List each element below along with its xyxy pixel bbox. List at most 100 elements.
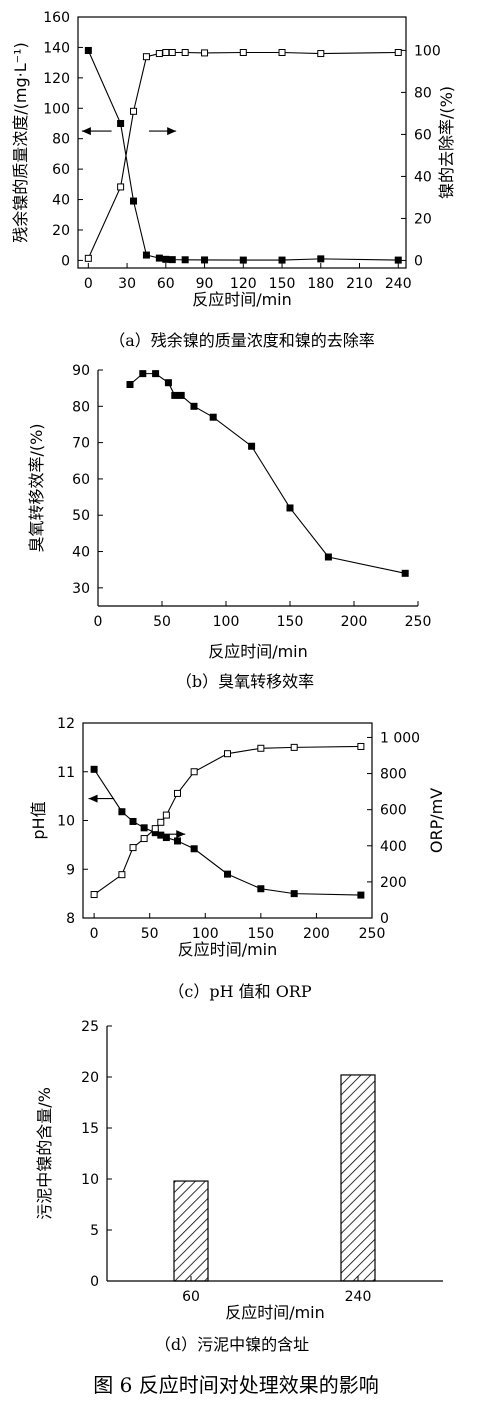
a-series-0-point xyxy=(155,254,163,262)
a-series-0-point xyxy=(117,119,125,127)
a-series-0-point xyxy=(84,46,92,54)
c-x-tick-label: 0 xyxy=(90,926,99,942)
c-series-1-point xyxy=(190,768,198,776)
d-y-tick-label: 25 xyxy=(81,1019,99,1035)
d-y-tick-label: 15 xyxy=(81,1121,99,1137)
b-y-tick-label: 50 xyxy=(72,508,90,524)
c-y2-tick-label: 200 xyxy=(380,875,407,891)
c-series-1-point xyxy=(162,811,170,819)
b-series-0-point xyxy=(401,569,409,577)
a-y2-tick-label: 20 xyxy=(414,211,432,227)
c-y-tick-label: 8 xyxy=(66,911,75,927)
a-series-1-point xyxy=(162,48,170,56)
c-series-0-point xyxy=(162,834,170,842)
c-series-1-point xyxy=(140,835,148,843)
b-y-tick-label: 90 xyxy=(72,363,90,379)
a-y-tick-label: 40 xyxy=(52,193,70,209)
c-series-0-point xyxy=(290,890,298,898)
c-y2-tick-label: 800 xyxy=(380,767,407,783)
c-series-1-point xyxy=(118,871,126,879)
b-x-axis-label: 反应时间/min xyxy=(208,642,308,661)
chart-a: 0 30 60 90 120 150 180 210 240020406080100120140… xyxy=(11,10,456,309)
a-x-tick-label: 60 xyxy=(157,276,175,292)
c-series-0-point xyxy=(224,870,231,878)
a-y2-tick-label: 40 xyxy=(414,169,432,185)
b-series-0-point xyxy=(248,442,256,450)
a-series-1-point xyxy=(317,50,325,58)
c-series-1-point xyxy=(173,789,181,797)
c-series-0-point xyxy=(173,837,181,845)
figure-caption: 图 6 反应时间对处理效果的影响 xyxy=(93,1373,378,1397)
c-series-0-point xyxy=(190,845,198,853)
a-y-tick-label: 20 xyxy=(52,223,70,239)
c-series-0-point xyxy=(129,817,137,825)
c-y2-tick-label: 400 xyxy=(380,839,407,855)
d-x-tick-label: 240 xyxy=(345,1289,372,1305)
c-x-tick-label: 200 xyxy=(303,926,330,942)
a-x-tick-label: 90 xyxy=(196,276,214,292)
a-x-tick-label: 30 xyxy=(118,276,136,292)
b-series-0-point xyxy=(171,391,179,399)
b-series-0-point xyxy=(164,379,172,387)
a-plot-frame xyxy=(77,16,407,269)
a-series-0-point xyxy=(239,256,247,264)
a-series-1-point xyxy=(394,48,402,56)
a-x-tick-label: 0 xyxy=(84,276,93,292)
b-x-tick-label: 50 xyxy=(153,614,171,630)
a-series-1-line xyxy=(87,51,399,259)
a-y2-tick-label: 0 xyxy=(414,253,423,269)
a-series-0-point xyxy=(317,255,325,263)
a-series-1-point xyxy=(168,48,176,56)
c-series-1-point xyxy=(257,744,265,752)
d-bar-240 xyxy=(340,1074,376,1282)
a-series-1-point xyxy=(117,183,125,191)
a-series-0-point xyxy=(181,256,189,264)
a-y-tick-label: 80 xyxy=(52,132,70,148)
a-series-0-point xyxy=(201,256,209,264)
caption-a: （a）残余镍的质量浓度和镍的去除率 xyxy=(109,331,375,350)
c-series-1-point xyxy=(90,891,98,899)
c-series-0-point xyxy=(357,891,365,899)
c-series-1-point xyxy=(290,743,298,751)
d-y-axis-label: 污泥中镍的含量/% xyxy=(35,1087,54,1220)
c-y-tick-label: 10 xyxy=(57,814,75,830)
chart-d: 0 5 10 15 20 25 60 240 反应时间/min 污泥中镍的含量/% xyxy=(35,1019,443,1322)
b-y-axis-label: 臭氧转移效率/(%) xyxy=(27,423,46,552)
b-series-0-point xyxy=(177,391,185,399)
a-x-tick-label: 180 xyxy=(307,276,334,292)
a-y-tick-label: 0 xyxy=(61,253,70,269)
d-x-axis-label: 反应时间/min xyxy=(225,1303,325,1322)
b-y-tick-label: 60 xyxy=(72,472,90,488)
b-x-tick-label: 100 xyxy=(213,614,240,630)
chart-c: 0 50 100 150 200 250 8 9 10 11 12 0 200 400 600 800 1 00… xyxy=(29,716,446,959)
b-x-tick-label: 250 xyxy=(405,614,432,630)
b-y-tick-label: 30 xyxy=(72,581,90,597)
c-arrow-right-head xyxy=(176,830,186,839)
c-series-0-point xyxy=(90,765,98,773)
a-x-tick-label: 150 xyxy=(269,276,296,292)
a-series-1-point xyxy=(181,48,189,56)
b-series-0-point xyxy=(126,381,134,389)
a-x-tick-label: 120 xyxy=(230,276,257,292)
a-arrow-left-head xyxy=(81,127,91,136)
b-x-tick-label: 0 xyxy=(94,614,103,630)
c-x-tick-label: 150 xyxy=(247,926,274,942)
b-series-0-point xyxy=(209,413,217,421)
chart-b: 0 50 100 150 200 250 30 40 50 60 70 80 90 反应时间/min 臭氧转… xyxy=(27,363,431,661)
b-series-0-point xyxy=(286,504,294,512)
b-series-0-point xyxy=(190,402,198,410)
caption-d: （d）污泥中镍的含址 xyxy=(155,1335,309,1354)
a-y-tick-label: 60 xyxy=(52,162,70,178)
c-x-tick-label: 100 xyxy=(192,926,219,942)
c-series-1-point xyxy=(224,750,231,758)
b-y-tick-label: 70 xyxy=(72,436,90,452)
b-y-tick-label: 80 xyxy=(72,399,90,415)
d-y-tick-label: 5 xyxy=(90,1223,99,1239)
a-series-1-point xyxy=(130,107,138,115)
c-y-axis-label: pH值 xyxy=(29,801,48,839)
a-series-0-point xyxy=(168,256,176,264)
c-series-1-point xyxy=(129,844,137,852)
c-y2-axis-label: ORP/mV xyxy=(427,788,446,853)
a-series-1-point xyxy=(278,48,286,56)
